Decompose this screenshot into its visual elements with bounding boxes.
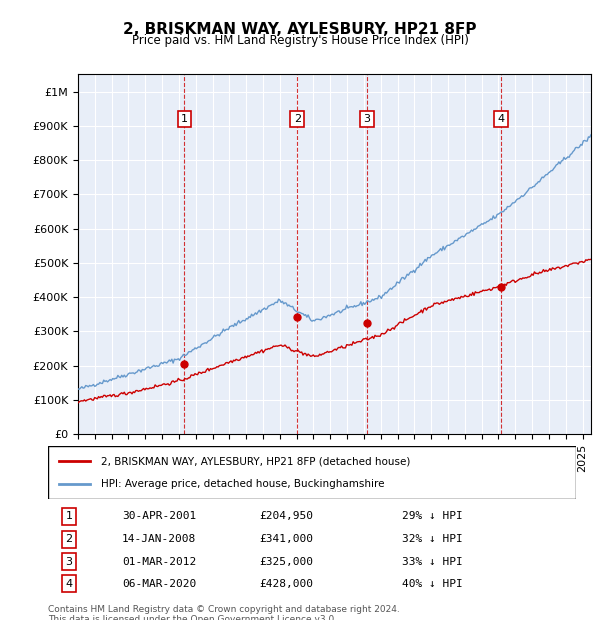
Text: 1: 1	[181, 114, 188, 124]
Text: Price paid vs. HM Land Registry's House Price Index (HPI): Price paid vs. HM Land Registry's House …	[131, 34, 469, 47]
Text: £204,950: £204,950	[259, 512, 313, 521]
FancyBboxPatch shape	[48, 446, 576, 499]
Text: HPI: Average price, detached house, Buckinghamshire: HPI: Average price, detached house, Buck…	[101, 479, 385, 489]
Text: 4: 4	[65, 578, 73, 588]
Text: 29% ↓ HPI: 29% ↓ HPI	[402, 512, 463, 521]
Text: £428,000: £428,000	[259, 578, 313, 588]
Text: 3: 3	[65, 557, 73, 567]
Text: 01-MAR-2012: 01-MAR-2012	[122, 557, 196, 567]
Text: Contains HM Land Registry data © Crown copyright and database right 2024.
This d: Contains HM Land Registry data © Crown c…	[48, 604, 400, 620]
Text: 30-APR-2001: 30-APR-2001	[122, 512, 196, 521]
Text: £341,000: £341,000	[259, 534, 313, 544]
Text: 4: 4	[498, 114, 505, 124]
Text: 06-MAR-2020: 06-MAR-2020	[122, 578, 196, 588]
Text: 2: 2	[294, 114, 301, 124]
Text: £325,000: £325,000	[259, 557, 313, 567]
Text: 1: 1	[65, 512, 73, 521]
Text: 32% ↓ HPI: 32% ↓ HPI	[402, 534, 463, 544]
Text: 3: 3	[363, 114, 370, 124]
Text: 40% ↓ HPI: 40% ↓ HPI	[402, 578, 463, 588]
Text: 2, BRISKMAN WAY, AYLESBURY, HP21 8FP (detached house): 2, BRISKMAN WAY, AYLESBURY, HP21 8FP (de…	[101, 456, 410, 466]
Text: 2, BRISKMAN WAY, AYLESBURY, HP21 8FP: 2, BRISKMAN WAY, AYLESBURY, HP21 8FP	[123, 22, 477, 37]
Text: 2: 2	[65, 534, 73, 544]
Text: 14-JAN-2008: 14-JAN-2008	[122, 534, 196, 544]
Text: 33% ↓ HPI: 33% ↓ HPI	[402, 557, 463, 567]
